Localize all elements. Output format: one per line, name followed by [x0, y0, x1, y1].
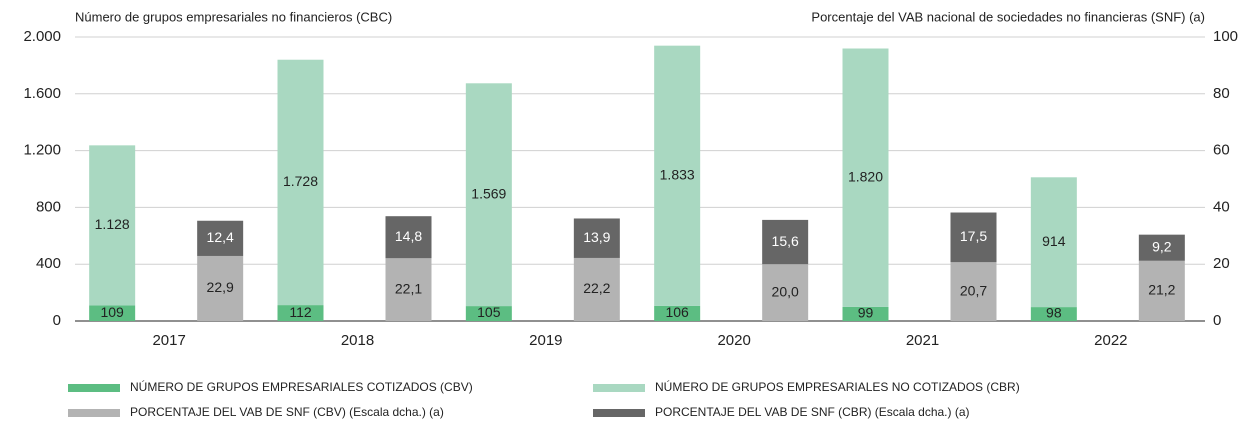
- y2-tick-label: 100: [1213, 28, 1238, 45]
- data-label: 1.820: [848, 168, 883, 184]
- y2-axis-title: Porcentaje del VAB nacional de sociedade…: [811, 9, 1205, 24]
- data-label: 112: [289, 304, 312, 320]
- data-label: 12,4: [207, 229, 234, 245]
- bar: [385, 258, 432, 321]
- x-tick-label: 2021: [906, 332, 939, 349]
- bar: [465, 306, 512, 321]
- x-tick-label: 2022: [1094, 332, 1127, 349]
- legend-swatch: [68, 384, 120, 392]
- data-label: 1.569: [471, 185, 506, 201]
- bar: [950, 212, 997, 263]
- data-label: 99: [858, 305, 874, 321]
- y2-tick-label: 20: [1213, 255, 1230, 272]
- y-tick-label: 0: [53, 312, 61, 329]
- data-label: 22,9: [207, 279, 234, 295]
- bar: [197, 255, 244, 321]
- data-label: 1.128: [95, 216, 130, 232]
- bar: [573, 257, 620, 321]
- bar: [1030, 307, 1077, 321]
- bar: [762, 219, 809, 265]
- legend-label: NÚMERO DE GRUPOS EMPRESARIALES COTIZADOS…: [130, 379, 473, 394]
- bar: [762, 264, 809, 321]
- y2-tick-label: 60: [1213, 142, 1230, 159]
- data-label: 20,0: [772, 283, 799, 299]
- data-label: 22,1: [395, 280, 422, 296]
- y-tick-label: 800: [36, 198, 61, 215]
- data-label: 105: [477, 304, 501, 320]
- x-tick-label: 2018: [341, 332, 374, 349]
- y2-tick-label: 0: [1213, 312, 1221, 329]
- legend-swatch: [593, 409, 645, 417]
- data-label: 9,2: [1152, 238, 1172, 254]
- y-tick-label: 2.000: [23, 28, 61, 45]
- bar: [385, 216, 432, 259]
- y2-tick-label: 80: [1213, 85, 1230, 102]
- data-label: 109: [100, 304, 124, 320]
- data-label: 1.833: [660, 167, 695, 183]
- legend-label: NÚMERO DE GRUPOS EMPRESARIALES NO COTIZA…: [655, 379, 1020, 394]
- bar: [277, 59, 324, 306]
- legend-swatch: [68, 409, 120, 417]
- y-tick-label: 400: [36, 255, 61, 272]
- bar: [842, 48, 889, 307]
- bar: [197, 220, 244, 256]
- legend-label: PORCENTAJE DEL VAB DE SNF (CBV) (Escala …: [130, 405, 444, 419]
- bar: [1138, 260, 1185, 321]
- bar: [842, 306, 889, 321]
- legend-label: PORCENTAJE DEL VAB DE SNF (CBR) (Escala …: [655, 405, 970, 419]
- y2-tick-label: 40: [1213, 198, 1230, 215]
- x-tick-label: 2019: [529, 332, 562, 349]
- bar: [654, 305, 701, 321]
- bar: [950, 262, 997, 321]
- data-label: 13,9: [583, 229, 610, 245]
- y-tick-label: 1.600: [23, 85, 61, 102]
- data-label: 17,5: [960, 228, 987, 244]
- bar: [277, 305, 324, 321]
- data-label: 106: [665, 304, 689, 320]
- data-label: 15,6: [772, 233, 799, 249]
- bar: [89, 305, 136, 321]
- bar: [465, 83, 512, 307]
- bar: [1030, 177, 1077, 308]
- data-label: 22,2: [583, 280, 610, 296]
- data-label: 1.728: [283, 173, 318, 189]
- data-label: 20,7: [960, 282, 987, 298]
- bar: [573, 218, 620, 258]
- y-tick-label: 1.200: [23, 142, 61, 159]
- data-label: 14,8: [395, 228, 422, 244]
- bar: [89, 145, 136, 306]
- data-label: 21,2: [1148, 282, 1175, 298]
- bar: [654, 45, 701, 306]
- bar: [1138, 234, 1185, 261]
- x-tick-label: 2020: [717, 332, 750, 349]
- x-tick-label: 2017: [152, 332, 185, 349]
- y-axis-title: Número de grupos empresariales no financ…: [75, 9, 392, 24]
- legend-swatch: [593, 384, 645, 392]
- data-label: 98: [1046, 305, 1062, 321]
- data-label: 914: [1042, 233, 1066, 249]
